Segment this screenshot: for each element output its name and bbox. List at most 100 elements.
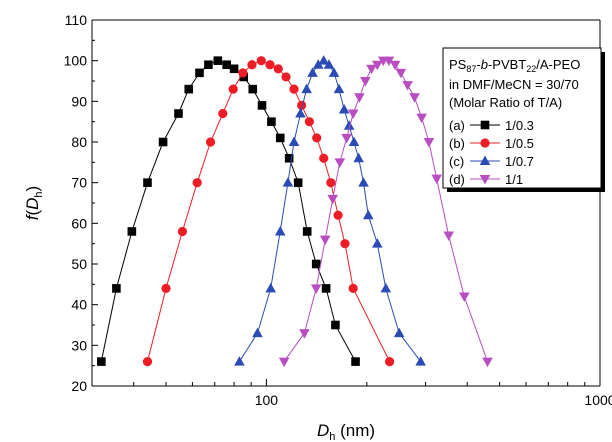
series-4-point (416, 113, 427, 124)
series-3-point (307, 67, 318, 77)
series-2-point (256, 56, 266, 66)
series-4-point (278, 357, 290, 368)
series-3-point (318, 55, 330, 65)
series-3 (234, 55, 426, 366)
legend-entry: (d) 1/1 (449, 172, 523, 187)
y-tick-label: 100 (64, 53, 88, 69)
series-4-point (360, 77, 371, 87)
series-2-point (177, 226, 188, 237)
series-2-point (238, 68, 248, 78)
series-2-point (333, 210, 343, 220)
series-1-point (213, 56, 223, 65)
y-tick-label: 90 (71, 93, 87, 109)
series-1-point (331, 320, 340, 330)
series-2-point (273, 64, 283, 74)
series-4-point (431, 174, 443, 185)
series-1-point (267, 117, 276, 126)
series-3-point (348, 136, 360, 146)
y-tick-label: 80 (71, 134, 87, 150)
series-2 (142, 56, 395, 367)
series-1-point (351, 357, 360, 366)
series-3-point (323, 59, 335, 69)
series-4-point (383, 56, 395, 67)
legend-label: 1/0.7 (505, 154, 534, 169)
legend-title-line3: (Molar Ratio of T/A) (449, 95, 562, 110)
series-2-point (265, 60, 275, 70)
series-4-point (341, 133, 352, 144)
series-1 (97, 56, 360, 366)
legend-label: 1/1 (505, 172, 523, 187)
y-tick-label: 40 (71, 297, 87, 313)
legend-title-line2: in DMF/MeCN = 30/70 (449, 77, 579, 92)
series-2-point (247, 60, 257, 70)
series-2-point (326, 178, 336, 188)
series-3-point (288, 136, 300, 146)
series-2-point (142, 357, 153, 367)
series-3-point (295, 108, 306, 118)
series-4-point (366, 64, 377, 75)
series-1-point (195, 68, 204, 78)
series-2-point (384, 357, 395, 367)
legend-title-line1: PS87-b-PVBT22/A-PEO (449, 57, 580, 74)
series-3-point (282, 177, 294, 187)
series-1-point (257, 101, 267, 110)
series-1-point (248, 84, 258, 94)
series-3-point (338, 103, 350, 114)
series-2-point (348, 283, 358, 293)
legend-entry: (c) 1/0.7 (449, 154, 534, 169)
series-1-point (127, 227, 137, 236)
series-4-point (459, 292, 470, 303)
series-4-point (334, 158, 346, 168)
y-tick-label: 60 (71, 215, 87, 231)
series-4-point (402, 81, 413, 91)
series-3-line (238, 60, 422, 362)
series-4-point (443, 231, 455, 242)
series-3-point (358, 177, 369, 187)
y-tick-label: 70 (71, 175, 87, 191)
legend-label: 1/0.5 (505, 136, 534, 151)
series-1-point (284, 153, 294, 163)
legend: PS87-b-PVBT22/A-PEO in DMF/MeCN = 30/70 … (442, 47, 605, 192)
x-tick-label: 100 (255, 392, 279, 408)
series-2-point (312, 133, 322, 143)
plot-area (97, 55, 493, 368)
legend-entries: (a) 1/0.3 (b) 1/0.5 (c) 1/0.7 (d) 1/1 (449, 118, 534, 187)
series-2-point (297, 100, 307, 110)
legend-tag: (a) (449, 118, 465, 133)
series-3-point (393, 327, 405, 338)
series-1-point (158, 137, 168, 147)
series-1-point (302, 227, 312, 236)
series-3-point (234, 356, 245, 366)
legend-box (442, 47, 602, 189)
series-1-point (97, 357, 106, 366)
series-3-point (362, 209, 374, 220)
series-3-point (380, 282, 392, 293)
series-4-point (319, 235, 331, 246)
series-2-point (289, 84, 299, 94)
series-4 (278, 56, 493, 368)
legend-tag: (b) (449, 136, 465, 151)
series-3-point (274, 225, 286, 236)
series-4-point (423, 138, 435, 148)
axes: 20 30 40 50 60 70 80 90 100 110 100 1000 (64, 12, 612, 408)
series-4-point (310, 284, 322, 294)
y-tick-label: 110 (65, 12, 88, 28)
legend-marker (479, 155, 491, 165)
y-axis-label: f(Dh) (23, 186, 45, 220)
legend-entry: (a) 1/0.3 (449, 118, 534, 133)
legend-entry: (b) 1/0.5 (449, 136, 534, 151)
series-1-point (143, 178, 152, 187)
series-2-point (340, 239, 350, 249)
series-3-point (265, 282, 277, 293)
series-4-point (389, 60, 401, 71)
series-1-point (204, 60, 213, 70)
legend-marker (480, 120, 490, 130)
series-3-point (415, 356, 426, 366)
legend-tag: (d) (449, 172, 465, 187)
series-1-point (311, 259, 321, 269)
series-2-point (205, 137, 216, 147)
series-3-point (252, 327, 263, 338)
series-1-point (112, 284, 121, 293)
series-2-point (228, 84, 238, 94)
